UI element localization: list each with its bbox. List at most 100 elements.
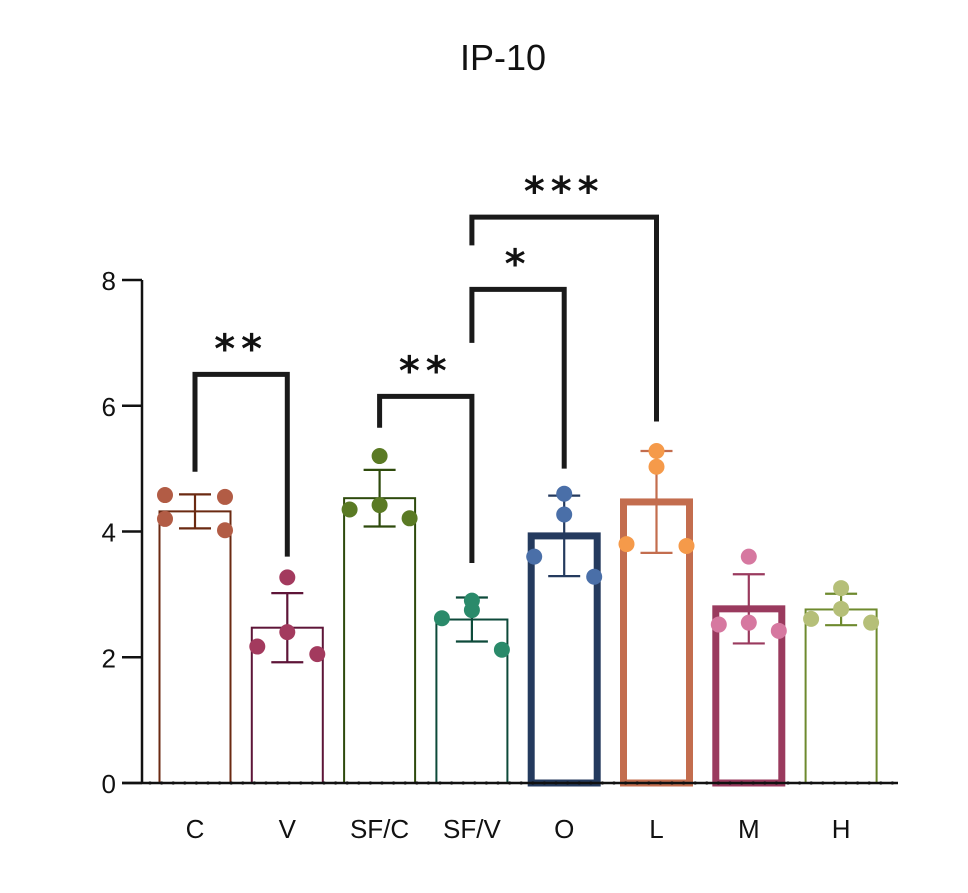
x-axis-dot	[171, 781, 175, 785]
significance-bracket	[469, 286, 567, 469]
x-axis-dot	[403, 781, 407, 785]
x-axis-dot	[218, 781, 222, 785]
x-axis-dot	[392, 781, 396, 785]
data-point	[803, 610, 820, 627]
x-axis-dot	[774, 781, 779, 785]
x-axis-dot	[206, 781, 210, 785]
data-point	[556, 485, 573, 502]
significance-layer: ** ******	[192, 169, 659, 563]
x-axis-dot	[438, 781, 442, 785]
x-axis-dot	[798, 781, 802, 785]
bar-c	[158, 510, 232, 784]
data-point	[740, 614, 757, 631]
x-axis-dot	[612, 781, 616, 785]
x-axis-dot	[705, 781, 709, 785]
data-point	[371, 497, 388, 514]
data-point	[401, 510, 418, 527]
data-point	[648, 443, 665, 460]
x-axis-dot	[322, 781, 326, 785]
axes-layer: C V SF/C SF/V O L M H 0 2 4 6 8	[102, 266, 898, 844]
data-point	[217, 488, 233, 505]
data-point	[371, 448, 388, 465]
x-axis-dot	[728, 781, 732, 785]
x-axis-dot	[194, 781, 198, 785]
x-axis-dot	[589, 781, 593, 785]
bar-h	[804, 608, 878, 785]
x-tick-label: H	[832, 814, 851, 844]
x-axis-dot	[183, 781, 187, 785]
significance-bracket	[377, 393, 475, 563]
data-point	[833, 600, 850, 617]
data-point	[556, 506, 573, 523]
data-point	[309, 646, 326, 663]
x-axis-dot	[287, 781, 291, 785]
x-axis-dot	[450, 781, 454, 785]
x-axis-dot	[670, 781, 674, 785]
x-axis-dot	[531, 781, 535, 785]
x-axis-dot	[508, 781, 512, 785]
x-tick-label: M	[738, 814, 760, 844]
y-tick-label: 4	[102, 518, 116, 548]
points-layer	[157, 443, 880, 663]
x-axis-dot	[658, 781, 663, 785]
x-axis-dot	[763, 781, 767, 785]
x-axis-dot	[334, 781, 338, 785]
x-axis-dot	[740, 781, 744, 785]
data-point	[463, 602, 480, 619]
x-axis-dot	[461, 781, 465, 785]
significance-bracket	[192, 371, 290, 557]
x-axis-dot	[554, 781, 558, 785]
x-axis-dot	[832, 781, 837, 785]
y-tick-label: 2	[102, 643, 116, 673]
x-axis-dot	[426, 781, 430, 785]
data-point	[526, 548, 543, 565]
x-axis-dot	[160, 781, 164, 785]
y-tick-label: 6	[102, 392, 116, 422]
data-point	[710, 616, 727, 633]
x-axis-dot	[566, 781, 570, 785]
x-tick-label: O	[554, 814, 574, 844]
x-axis-dot	[577, 781, 581, 785]
data-point	[863, 614, 880, 631]
significance-label: *	[505, 241, 532, 287]
x-axis-dot	[751, 781, 755, 785]
bar-sf-c	[343, 497, 417, 784]
x-axis-dot	[821, 781, 825, 785]
bars-layer	[158, 497, 878, 787]
x-axis-dot	[867, 781, 871, 785]
x-axis-dot	[635, 781, 639, 785]
x-axis-dot	[890, 781, 895, 785]
x-axis-dot	[600, 781, 605, 785]
x-axis-dot	[682, 781, 686, 785]
x-axis-dot	[276, 781, 280, 785]
x-tick-label: L	[649, 814, 663, 844]
x-axis-dot	[496, 781, 500, 785]
x-axis-dot	[786, 781, 790, 785]
x-axis-dot	[484, 781, 488, 785]
x-tick-label: C	[186, 814, 205, 844]
x-axis-dot	[229, 781, 233, 785]
x-axis-dot	[345, 781, 349, 785]
data-point	[157, 510, 173, 527]
data-point	[678, 537, 695, 554]
significance-label: ***	[524, 169, 605, 215]
error-bars-layer	[179, 449, 858, 664]
data-point	[833, 580, 850, 597]
y-tick-label: 8	[102, 266, 116, 296]
data-point	[618, 536, 635, 553]
x-axis-dot	[380, 781, 384, 785]
x-axis-dot	[519, 781, 523, 785]
x-axis-dot	[252, 781, 256, 785]
x-axis-dot	[368, 781, 372, 785]
x-axis-dot	[264, 781, 268, 785]
y-tick-label: 0	[102, 769, 116, 799]
data-point	[740, 548, 757, 565]
significance-label: **	[214, 326, 268, 372]
x-axis-dot	[473, 781, 477, 785]
x-axis-dot	[856, 781, 860, 785]
data-point	[770, 622, 787, 639]
x-axis-dot	[148, 781, 152, 785]
data-point	[279, 624, 296, 641]
x-tick-label: V	[279, 814, 297, 844]
